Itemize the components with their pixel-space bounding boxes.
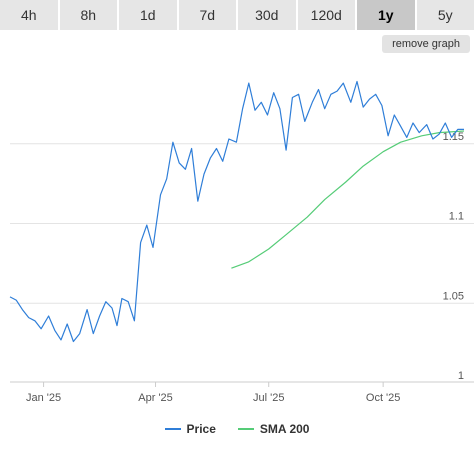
remove-graph-button[interactable]: remove graph <box>382 35 470 53</box>
legend-swatch-price <box>164 428 181 430</box>
tab-5y[interactable]: 5y <box>416 0 474 30</box>
tab-8h[interactable]: 8h <box>59 0 119 30</box>
legend-swatch-sma-200 <box>237 428 254 430</box>
series-line-price <box>9 80 464 343</box>
x-tick-label-1: Apr '25 <box>138 392 173 404</box>
y-tick-label-1: 1.05 <box>443 290 464 302</box>
tab-120d[interactable]: 120d <box>297 0 357 30</box>
tab-30d[interactable]: 30d <box>238 0 298 30</box>
tab-4h[interactable]: 4h <box>0 0 60 30</box>
legend-label-sma-200: SMA 200 <box>259 422 310 436</box>
y-tick-label-2: 1.1 <box>449 211 464 223</box>
x-tick-label-2: Jul '25 <box>253 392 284 404</box>
y-tick-label-0: 1 <box>458 370 464 382</box>
legend-label-price: Price <box>186 422 216 436</box>
series-line-sma-200 <box>231 130 465 269</box>
tab-1d[interactable]: 1d <box>119 0 179 30</box>
legend-item-price[interactable]: Price <box>164 422 216 436</box>
x-tick-label-3: Oct '25 <box>366 392 401 404</box>
tab-1y[interactable]: 1y <box>357 0 417 30</box>
y-tick-label-3: 1.15 <box>443 131 464 143</box>
chart-legend: Price SMA 200 <box>0 419 474 439</box>
x-tick-label-0: Jan '25 <box>26 392 61 404</box>
tab-7d[interactable]: 7d <box>178 0 238 30</box>
legend-item-sma-200[interactable]: SMA 200 <box>237 422 310 436</box>
timeframe-tabs: 4h 8h 1d 7d 30d 120d 1y 5y <box>0 0 474 30</box>
